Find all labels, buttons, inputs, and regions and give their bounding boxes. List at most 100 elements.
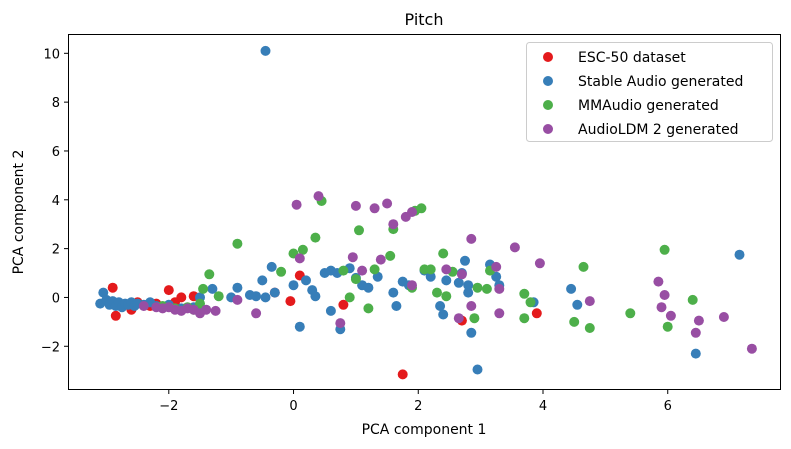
x-axis-ticks: −2 0 2 4 6 bbox=[159, 389, 672, 414]
point-series-2-20 bbox=[385, 250, 396, 261]
point-series-1-57 bbox=[460, 255, 470, 266]
legend-label: Stable Audio generated bbox=[578, 74, 743, 90]
point-series-2-40 bbox=[584, 323, 595, 333]
point-series-1-21 bbox=[207, 283, 218, 294]
point-series-1-29 bbox=[269, 287, 280, 298]
point-series-0-1 bbox=[110, 310, 121, 321]
point-series-2-29 bbox=[441, 291, 452, 302]
point-series-3-28 bbox=[453, 313, 464, 324]
point-series-3-17 bbox=[347, 252, 358, 263]
point-series-3-15 bbox=[313, 191, 324, 202]
point-series-1-25 bbox=[251, 291, 262, 302]
point-series-3-35 bbox=[509, 242, 520, 253]
point-series-3-12 bbox=[251, 308, 262, 319]
point-series-0-0 bbox=[107, 282, 118, 293]
legend-label: MMAudio generated bbox=[578, 98, 719, 114]
point-series-2-17 bbox=[354, 225, 364, 236]
point-series-3-0 bbox=[138, 301, 149, 311]
legend: ESC-50 dataset Stable Audio generated MMAu… bbox=[526, 42, 773, 142]
point-series-2-32 bbox=[469, 313, 480, 324]
point-series-3-22 bbox=[382, 198, 393, 209]
point-series-1-26 bbox=[260, 292, 271, 303]
point-series-3-25 bbox=[407, 207, 417, 217]
point-series-2-37 bbox=[525, 297, 536, 308]
point-series-3-13 bbox=[291, 199, 302, 210]
x-tick-label: −2 bbox=[159, 399, 178, 414]
y-tick-label: −2 bbox=[41, 340, 60, 355]
point-series-2-34 bbox=[481, 283, 492, 294]
y-axis-label: PCA component 2 bbox=[11, 150, 27, 275]
point-series-2-9 bbox=[276, 266, 287, 277]
point-series-2-7 bbox=[213, 291, 224, 302]
y-tick-label: 10 bbox=[43, 47, 60, 62]
point-series-2-4 bbox=[195, 298, 205, 309]
point-series-2-12 bbox=[310, 232, 321, 243]
point-series-3-43 bbox=[693, 315, 704, 326]
point-series-1-23 bbox=[232, 282, 243, 293]
x-tick-label: 0 bbox=[289, 399, 297, 414]
point-series-1-53 bbox=[438, 309, 449, 320]
legend-marker bbox=[543, 124, 553, 134]
legend-marker bbox=[543, 52, 553, 62]
point-series-2-28 bbox=[438, 248, 449, 259]
legend-marker bbox=[543, 76, 553, 86]
point-series-3-16 bbox=[335, 318, 346, 329]
point-series-1-44 bbox=[363, 282, 374, 293]
point-series-3-39 bbox=[656, 302, 667, 313]
point-series-1-69 bbox=[734, 249, 745, 260]
points-layer bbox=[95, 45, 757, 380]
point-series-3-36 bbox=[534, 258, 545, 269]
x-tick-label: 4 bbox=[539, 399, 547, 414]
point-series-1-61 bbox=[472, 364, 483, 375]
point-series-3-34 bbox=[494, 308, 505, 319]
point-series-2-39 bbox=[578, 261, 589, 272]
point-series-2-31 bbox=[472, 282, 483, 293]
point-series-1-30 bbox=[260, 45, 271, 56]
point-series-0-12 bbox=[285, 296, 296, 307]
point-series-3-20 bbox=[369, 203, 380, 214]
point-series-2-41 bbox=[625, 308, 636, 319]
point-series-3-33 bbox=[494, 283, 505, 294]
point-series-2-27 bbox=[432, 287, 442, 298]
point-series-3-38 bbox=[653, 276, 664, 287]
point-series-1-63 bbox=[491, 271, 502, 282]
point-series-1-33 bbox=[301, 275, 311, 286]
point-series-3-42 bbox=[690, 327, 701, 338]
y-tick-label: 6 bbox=[52, 145, 60, 160]
point-series-1-67 bbox=[572, 299, 583, 310]
point-series-2-42 bbox=[659, 244, 670, 255]
point-series-3-45 bbox=[746, 343, 757, 354]
point-series-3-11 bbox=[232, 294, 243, 305]
point-series-1-32 bbox=[294, 321, 305, 332]
point-series-2-6 bbox=[204, 269, 215, 280]
point-series-3-18 bbox=[350, 200, 361, 211]
point-series-1-46 bbox=[388, 287, 399, 298]
point-series-2-35 bbox=[519, 288, 530, 299]
point-series-2-43 bbox=[662, 321, 673, 332]
point-series-3-32 bbox=[491, 261, 502, 272]
point-series-1-58 bbox=[463, 287, 474, 298]
y-tick-label: 4 bbox=[52, 194, 60, 209]
point-series-3-23 bbox=[388, 219, 399, 230]
point-series-1-27 bbox=[257, 275, 268, 286]
point-series-1-60 bbox=[466, 327, 477, 338]
point-series-1-52 bbox=[435, 301, 446, 311]
point-series-3-19 bbox=[357, 265, 368, 276]
point-series-3-37 bbox=[584, 296, 595, 307]
point-series-2-36 bbox=[519, 313, 530, 324]
point-series-2-24 bbox=[416, 203, 427, 214]
point-series-1-47 bbox=[391, 301, 402, 311]
point-series-2-26 bbox=[425, 264, 436, 275]
point-series-1-68 bbox=[690, 348, 701, 359]
legend-label: AudioLDM 2 generated bbox=[578, 122, 739, 138]
point-series-2-18 bbox=[363, 303, 374, 314]
point-series-3-40 bbox=[659, 290, 670, 300]
point-series-2-15 bbox=[344, 292, 355, 303]
point-series-1-55 bbox=[453, 277, 464, 288]
point-series-1-28 bbox=[266, 261, 277, 272]
point-series-3-9 bbox=[201, 304, 212, 315]
point-series-3-31 bbox=[466, 233, 477, 244]
y-axis-ticks: −2 0 2 4 6 8 10 bbox=[41, 47, 69, 355]
point-series-0-15 bbox=[397, 369, 408, 380]
x-tick-label: 6 bbox=[664, 399, 672, 414]
